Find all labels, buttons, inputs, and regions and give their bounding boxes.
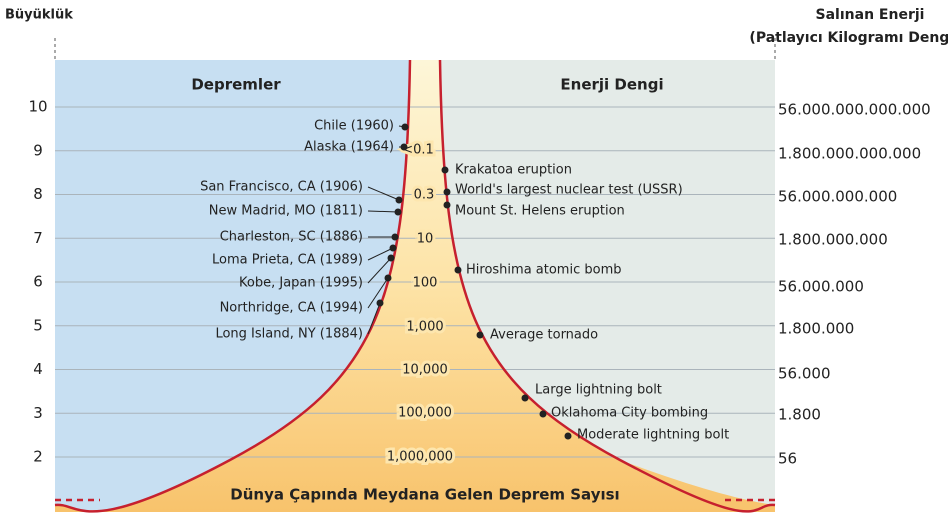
magnitude-label: 4	[33, 360, 43, 378]
leader-line	[367, 302, 381, 335]
energy-event-label: Krakatoa eruption	[455, 163, 572, 178]
quake-dot	[391, 233, 399, 241]
quake-label: Loma Prieta, CA (1989)	[212, 253, 363, 268]
count-label: 100,000	[398, 406, 452, 421]
energy-label: 56.000.000	[778, 278, 864, 296]
magnitude-label: 3	[33, 404, 43, 422]
quake-dot	[387, 254, 395, 262]
section-title: Enerji Dengi	[560, 76, 663, 94]
count-label: <0.1	[402, 143, 434, 158]
quake-label: Long Island, NY (1884)	[215, 327, 363, 342]
leader-line	[367, 186, 400, 201]
energy-dot	[539, 410, 547, 418]
energy-dot	[454, 266, 462, 274]
leader-line	[367, 247, 394, 261]
energy-dot	[441, 166, 449, 174]
energy-event-label: Oklahoma City bombing	[551, 406, 708, 421]
energy-event-label: Moderate lightning bolt	[577, 428, 729, 443]
footer: Dünya Çapında Meydana Gelen Deprem Sayıs…	[230, 486, 619, 504]
quake-label: Chile (1960)	[314, 119, 394, 134]
energy-event-label: World's largest nuclear test (USSR)	[455, 183, 683, 198]
left-title: Büyüklük	[5, 8, 73, 23]
funnel-right	[438, 59, 776, 513]
energy-event-label: Average tornado	[490, 328, 598, 343]
leader-line	[367, 210, 399, 213]
magnitude-label: 2	[33, 448, 43, 466]
grid	[55, 106, 775, 458]
quake-dot	[384, 274, 392, 282]
quake-label: Kobe, Japan (1995)	[239, 276, 363, 291]
magnitude-label: 7	[33, 229, 43, 247]
energy-dot	[443, 188, 451, 196]
magnitude-label: 5	[33, 316, 43, 334]
right-subtitle: (Patlayıcı Kilogramı Dengi)	[749, 30, 948, 46]
count-label: 1,000,000	[387, 450, 453, 465]
magnitude-label: 10	[28, 98, 47, 116]
energy-label: 1.800	[778, 406, 821, 424]
energy-event-label: Hiroshima atomic bomb	[466, 263, 621, 278]
count-label: 100	[413, 276, 438, 291]
energy-label: 56.000	[778, 365, 831, 383]
quake-dot	[389, 244, 397, 252]
energy-label: 1.800.000.000	[778, 231, 888, 249]
count-label: 10,000	[402, 363, 448, 378]
energy-dot	[564, 432, 572, 440]
quake-dot	[401, 123, 409, 131]
leader-line	[367, 257, 392, 284]
energy-dot	[476, 331, 484, 339]
section-title: Depremler	[191, 76, 281, 94]
quake-label: Northridge, CA (1994)	[220, 301, 363, 316]
energy-event-label: Large lightning bolt	[535, 383, 662, 398]
content: 10 9 8 7 6 5 4 3 2 56.000.000.000.000 1.800.000.00…	[28, 98, 930, 468]
funnel-fill	[55, 60, 775, 512]
quake-label: San Francisco, CA (1906)	[200, 180, 363, 195]
count-label: 10	[417, 232, 434, 247]
quake-dot	[376, 299, 384, 307]
energy-label: 56	[778, 450, 797, 468]
energy-dot	[443, 201, 451, 209]
magnitude-label: 8	[33, 185, 43, 203]
magnitude-label: 6	[33, 273, 43, 291]
funnel-left	[54, 59, 412, 513]
quake-dot	[395, 196, 403, 204]
quake-dot	[400, 143, 408, 151]
leader-line	[367, 277, 389, 309]
quake-label: Alaska (1964)	[304, 140, 394, 155]
energy-label: 56.000.000.000	[778, 188, 897, 206]
energy-label: 1.800.000	[778, 320, 854, 338]
energy-label: 56.000.000.000.000	[778, 101, 931, 119]
quake-label: New Madrid, MO (1811)	[209, 204, 363, 219]
energy-event-label: Mount St. Helens eruption	[455, 204, 625, 219]
count-label: 1,000	[406, 320, 443, 335]
energy-label: 1.800.000.000.000	[778, 145, 921, 163]
quake-dot	[394, 208, 402, 216]
energy-dot	[521, 394, 529, 402]
count-label: 0.3	[414, 188, 435, 203]
quake-label: Charleston, SC (1886)	[220, 230, 363, 245]
right-title: Salınan Enerji	[816, 7, 925, 23]
magnitude-label: 9	[33, 141, 43, 159]
